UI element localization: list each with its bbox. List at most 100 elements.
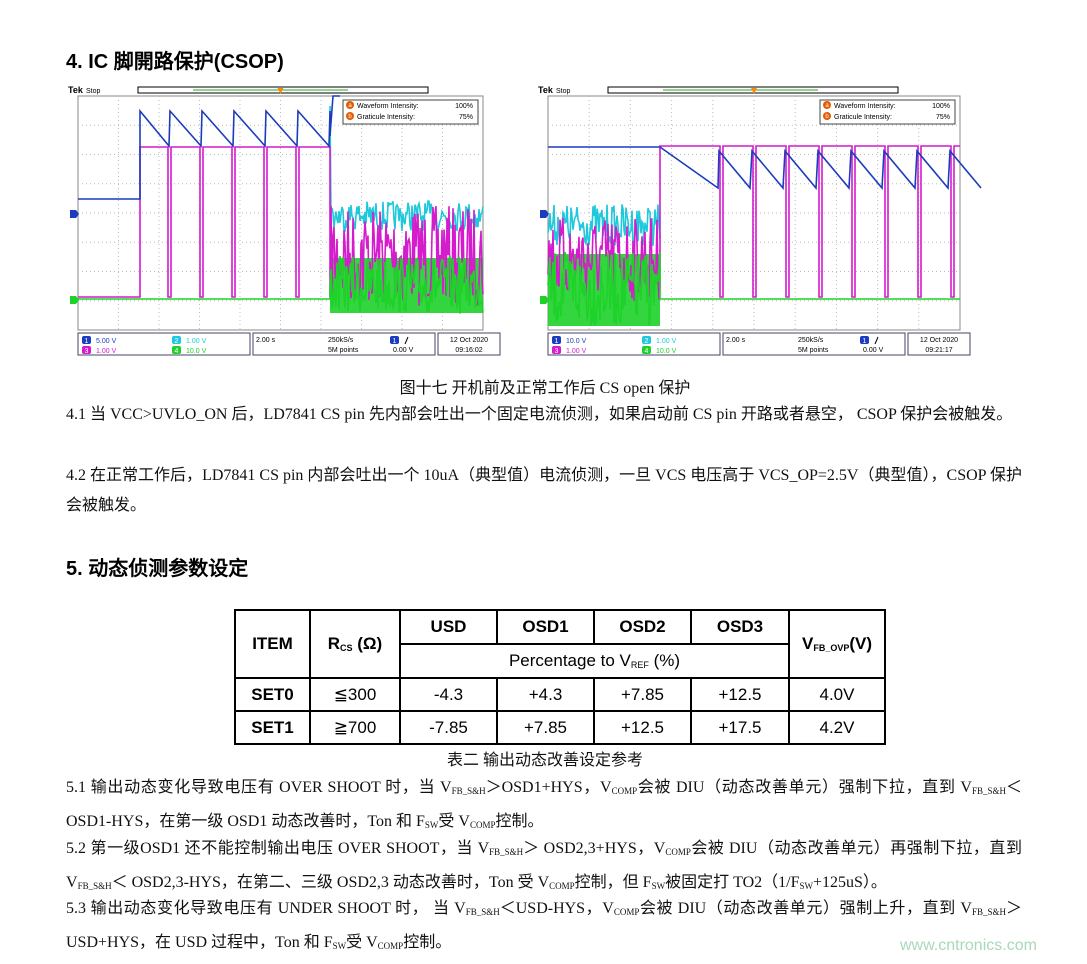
trace-ch1 bbox=[78, 95, 340, 200]
trigger-slope bbox=[874, 336, 879, 345]
date: 12 Oct 2020 bbox=[450, 337, 488, 344]
table-cell: +17.5 bbox=[690, 710, 790, 745]
header-cell: OSD1 bbox=[496, 609, 595, 645]
subscript: FB_OVP bbox=[813, 643, 850, 653]
trigger-level: 0.00 V bbox=[863, 347, 884, 354]
subscript: FB_S&H bbox=[971, 907, 1006, 917]
readout-box bbox=[722, 332, 906, 356]
subscript: COMP bbox=[469, 819, 496, 830]
text-run: ＞OSD1+HYS，V bbox=[485, 779, 612, 796]
channel-number: 1 bbox=[555, 338, 559, 345]
trigger-marker bbox=[751, 88, 757, 94]
marker-letter: b bbox=[348, 114, 352, 120]
table-cell: +12.5 bbox=[593, 710, 692, 745]
readout-box bbox=[437, 332, 501, 356]
trigger-slope bbox=[404, 336, 409, 345]
channel-number: 1 bbox=[85, 338, 89, 345]
channel-scale: 1.00 V bbox=[96, 348, 117, 355]
text-run: ＜ OSD2,3-HYS，在第二、三级 OSD2,3 动态改善时，Ton 受 V bbox=[111, 873, 550, 891]
subscript: COMP bbox=[611, 786, 638, 796]
text-run: 会被 DIU（动态改善单元）再强制下拉，直到 V bbox=[66, 840, 1022, 891]
table-row: SET0 ≦300 -4.3 +4.3 +7.85 +12.5 4.0V bbox=[234, 677, 886, 712]
sample-rate: 250kS/s bbox=[798, 337, 824, 344]
channel-badge bbox=[860, 336, 869, 344]
intensity-box bbox=[819, 99, 956, 125]
marker-letter: b bbox=[825, 114, 829, 120]
subscript: FB_S&H bbox=[451, 786, 486, 796]
channel-badge bbox=[390, 336, 399, 344]
table-caption: 表二 输出动态改善设定参考 bbox=[446, 752, 643, 769]
scope: Tek Stop a Waveform Intensity: 100% b Graticul… bbox=[68, 85, 501, 356]
text-run: ＜ OSD1-HYS，在第一级 OSD1 动态改善时，Ton 和 F bbox=[66, 779, 1022, 830]
channel-badge bbox=[552, 346, 561, 354]
intensity-value: 100% bbox=[455, 103, 473, 110]
subscript: SW bbox=[332, 940, 347, 951]
subscript: REF bbox=[630, 660, 649, 670]
text-run: 5.2 第一级OSD1 还不能控制输出电压 OVER SHOOT，当 V bbox=[66, 840, 490, 857]
marker-dot bbox=[346, 101, 354, 109]
intensity-label: Graticule Intensity: bbox=[357, 114, 415, 121]
intensity-label: Waveform Intensity: bbox=[357, 103, 419, 110]
table-cell: -4.3 bbox=[399, 677, 498, 712]
subscript: COMP bbox=[613, 907, 640, 917]
table-cell: SET0 bbox=[234, 677, 311, 712]
header-cell: USD bbox=[399, 609, 498, 645]
sample-rate: 250kS/s bbox=[328, 337, 354, 344]
intensity-label: Waveform Intensity: bbox=[834, 103, 896, 110]
header-cell: VFB_OVP(V) bbox=[788, 609, 886, 679]
intensity-value: 75% bbox=[936, 114, 950, 121]
ch-marker bbox=[70, 210, 79, 218]
channel-scale: 1.00 V bbox=[656, 338, 677, 345]
intensity-value: 75% bbox=[459, 114, 473, 121]
acq-state: Stop bbox=[556, 88, 571, 95]
readout-box bbox=[77, 332, 251, 356]
trigger-channel: 1 bbox=[393, 338, 397, 345]
scope: Tek Stop a Waveform Intensity: 100% b Graticul… bbox=[538, 85, 982, 356]
text-run: 5.1 输出动态变化导致电压有 OVER SHOOT 时，当 V bbox=[66, 779, 452, 796]
subscript: SW bbox=[424, 819, 439, 830]
paragraph: 4.1 当 VCC>UVLO_ON 后，LD7841 CS pin 先内部会吐出… bbox=[66, 400, 1022, 430]
table-cell: +7.85 bbox=[593, 677, 692, 712]
channel-scale: 1.00 V bbox=[566, 348, 587, 355]
header-cell: OSD2 bbox=[593, 609, 692, 645]
trace-ch2 bbox=[547, 204, 661, 247]
trigger-channel: 1 bbox=[863, 338, 867, 345]
text-run: 控制。 bbox=[495, 812, 544, 830]
text-run: 受 V bbox=[438, 812, 470, 830]
marker-dot bbox=[823, 101, 831, 109]
text-run: 5.3 输出动态变化导致电压有 UNDER SHOOT 时， 当 V bbox=[66, 900, 466, 917]
channel-scale: 10.0 V bbox=[566, 338, 587, 345]
date: 12 Oct 2020 bbox=[920, 337, 958, 344]
figure-caption: 图十七 开机前及正常工作后 CS open 保护 bbox=[399, 380, 691, 397]
channel-number: 4 bbox=[645, 348, 649, 355]
table-cell: ≦300 bbox=[309, 677, 401, 712]
table-row: SET1 ≧700 -7.85 +7.85 +12.5 +17.5 4.2V bbox=[234, 710, 886, 745]
trace-ch1 bbox=[548, 146, 982, 191]
subscript: CS bbox=[340, 643, 353, 653]
channel-badge bbox=[172, 346, 181, 354]
trace-ch4 bbox=[78, 255, 484, 314]
text-run: (%) bbox=[648, 651, 681, 670]
trace-ch2 bbox=[329, 105, 484, 232]
text-run: ＜USD-HYS，V bbox=[499, 900, 614, 917]
channel-scale: 5.00 V bbox=[96, 338, 117, 345]
marker-letter: a bbox=[825, 103, 829, 109]
time: 09:16:02 bbox=[455, 347, 482, 354]
paragraph: 5.3 输出动态变化导致电压有 UNDER SHOOT 时， 当 V FB_S&H… bbox=[66, 894, 1022, 961]
text-run: 控制，但 F bbox=[574, 873, 652, 891]
marker-dot bbox=[346, 112, 354, 120]
subscript: FB_S&H bbox=[489, 847, 524, 857]
table-cell: +4.3 bbox=[496, 677, 595, 712]
acq-state: Stop bbox=[86, 88, 101, 95]
time: 09:21:17 bbox=[925, 347, 952, 354]
intensity-label: Graticule Intensity: bbox=[834, 114, 892, 121]
channel-number: 3 bbox=[555, 348, 559, 355]
timebase: 2.00 s bbox=[726, 337, 746, 344]
channel-number: 2 bbox=[175, 338, 179, 345]
channel-number: 4 bbox=[175, 348, 179, 355]
section-heading: 4. IC 脚開路保护(CSOP) bbox=[66, 51, 284, 73]
header-cell: OSD3 bbox=[690, 609, 790, 645]
text-run: Percentage to V bbox=[508, 651, 631, 670]
channel-number: 3 bbox=[85, 348, 89, 355]
